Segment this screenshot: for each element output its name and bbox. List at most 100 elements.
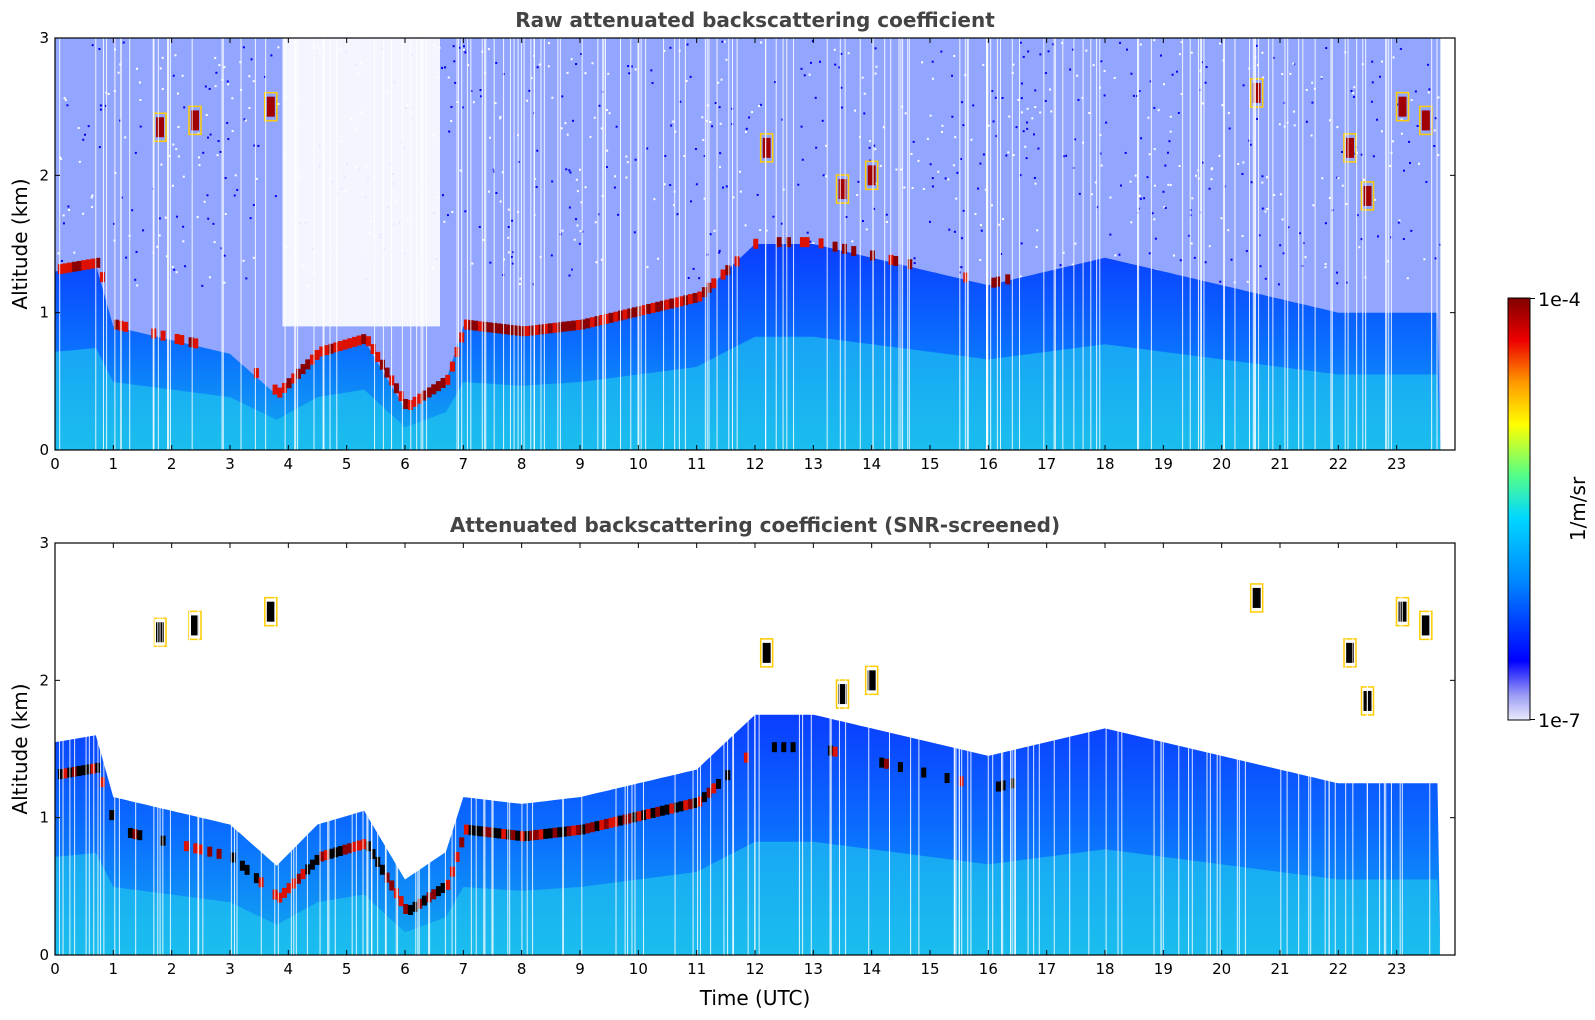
data-gap bbox=[810, 543, 812, 955]
noise-speck bbox=[1177, 111, 1180, 114]
noise-speck bbox=[1218, 154, 1221, 157]
data-gap bbox=[793, 38, 795, 450]
noise-speck bbox=[464, 210, 467, 213]
data-gap bbox=[758, 543, 760, 955]
data-gap bbox=[475, 543, 477, 955]
elevated-cloud-edge bbox=[1395, 91, 1410, 122]
panel-raw-ylabel: Altitude (km) bbox=[8, 178, 32, 309]
data-gap bbox=[1203, 38, 1205, 450]
cloud-base-cell bbox=[295, 368, 301, 379]
cloud-base-cell bbox=[370, 849, 376, 860]
x-tick-label: 8 bbox=[517, 455, 527, 473]
noise-speck bbox=[551, 96, 554, 99]
cloud-base-cell bbox=[347, 338, 353, 349]
noise-speck bbox=[960, 158, 963, 161]
noise-speck bbox=[1311, 101, 1314, 104]
noise-speck bbox=[1261, 207, 1264, 210]
noise-speck bbox=[1208, 245, 1211, 248]
colorbar-unit-label: 1/m/sr bbox=[1566, 476, 1590, 541]
noise-speck bbox=[664, 154, 667, 157]
noise-speck bbox=[772, 215, 775, 218]
data-gap bbox=[222, 38, 224, 450]
data-gap bbox=[987, 543, 989, 955]
data-gap bbox=[581, 38, 583, 450]
noise-speck bbox=[1125, 48, 1128, 51]
noise-speck bbox=[686, 43, 689, 46]
cloud-base-cell bbox=[781, 742, 787, 753]
panel-screened-x-axis: 0 1 2 3 4 5 6 7 8 9 10 11 12 13 14 15 16 17 18 19 20 21 22 23 bbox=[50, 543, 1406, 978]
noise-speck bbox=[1279, 244, 1282, 247]
noise-speck bbox=[721, 40, 724, 43]
data-gap bbox=[484, 38, 486, 450]
elevated-cloud-edge bbox=[1343, 638, 1357, 668]
noise-speck bbox=[98, 146, 101, 149]
cloud-base-cell bbox=[407, 904, 413, 915]
cloud-base-cell bbox=[818, 238, 824, 249]
noise-speck bbox=[487, 48, 490, 51]
noise-speck bbox=[119, 63, 122, 66]
noise-speck bbox=[1020, 97, 1023, 100]
noise-speck bbox=[987, 124, 990, 127]
data-gap bbox=[374, 38, 376, 450]
noise-speck bbox=[944, 177, 947, 180]
cloud-base-cell bbox=[333, 342, 339, 353]
cloud-base-cell bbox=[309, 859, 315, 870]
cloud-base-cell bbox=[645, 304, 651, 315]
cloud-base-cell bbox=[832, 746, 838, 757]
noise-speck bbox=[650, 69, 653, 72]
noise-speck bbox=[62, 214, 65, 217]
noise-speck bbox=[1034, 182, 1037, 185]
noise-speck bbox=[1180, 41, 1183, 44]
noise-speck bbox=[77, 127, 80, 130]
noise-speck bbox=[208, 87, 211, 90]
data-gap bbox=[202, 543, 204, 955]
noise-speck bbox=[1261, 51, 1264, 54]
noise-speck bbox=[904, 112, 907, 115]
data-gap bbox=[1062, 38, 1064, 450]
noise-speck bbox=[797, 183, 800, 186]
cloud-base-cell bbox=[636, 811, 642, 822]
noise-speck bbox=[960, 266, 963, 269]
noise-speck bbox=[165, 255, 168, 258]
cloud-base-cell bbox=[697, 291, 703, 302]
data-gap bbox=[1330, 38, 1332, 450]
noise-speck bbox=[480, 95, 483, 98]
cloud-base-cell bbox=[869, 250, 875, 261]
cloud-base-cell bbox=[417, 898, 423, 909]
data-gap bbox=[168, 38, 170, 450]
noise-speck bbox=[63, 97, 66, 100]
cloud-base-cell bbox=[183, 841, 189, 852]
noise-speck bbox=[990, 204, 993, 207]
cloud-base-cell bbox=[403, 398, 409, 409]
noise-speck bbox=[1109, 233, 1112, 236]
cloud-base-cell bbox=[529, 830, 535, 841]
data-gap bbox=[129, 38, 131, 450]
cloud-base-cell bbox=[557, 827, 563, 838]
noise-speck bbox=[1312, 204, 1315, 207]
noise-speck bbox=[1310, 134, 1313, 137]
noise-speck bbox=[1241, 235, 1244, 238]
noise-speck bbox=[992, 120, 995, 123]
noise-speck bbox=[1044, 72, 1047, 75]
elevated-cloud bbox=[1421, 615, 1430, 636]
cloud-base-cell bbox=[281, 887, 287, 898]
data-gap bbox=[1344, 38, 1346, 450]
noise-speck bbox=[182, 225, 185, 228]
noise-speck bbox=[568, 206, 571, 209]
no-data-region bbox=[1440, 38, 1455, 450]
noise-speck bbox=[765, 229, 768, 232]
data-gap bbox=[198, 543, 200, 955]
noise-speck bbox=[1352, 92, 1355, 95]
data-gap bbox=[120, 38, 122, 450]
noise-speck bbox=[774, 81, 777, 84]
noise-speck bbox=[954, 136, 957, 139]
noise-speck bbox=[1020, 242, 1023, 245]
data-gap bbox=[1082, 38, 1084, 450]
noise-speck bbox=[1408, 161, 1411, 164]
cloud-base-cell bbox=[678, 296, 684, 307]
noise-speck bbox=[803, 74, 806, 77]
elevated-cloud bbox=[867, 670, 876, 691]
noise-speck bbox=[594, 221, 597, 224]
cloud-base-cell bbox=[585, 823, 591, 834]
data-gap bbox=[328, 543, 330, 955]
